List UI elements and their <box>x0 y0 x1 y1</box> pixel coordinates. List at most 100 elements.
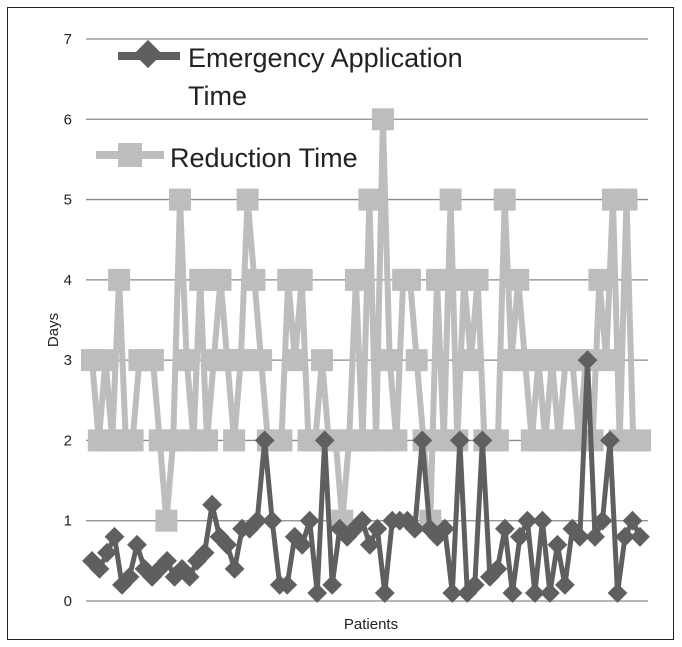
square-marker <box>121 429 144 452</box>
y-tick-label: 0 <box>64 593 72 610</box>
square-marker <box>270 429 293 452</box>
square-marker <box>615 188 638 211</box>
square-marker <box>371 108 394 131</box>
diamond-marker <box>495 518 515 539</box>
diamond-marker <box>224 559 245 579</box>
y-tick-label: 6 <box>64 111 72 128</box>
diamond-marker <box>592 510 613 531</box>
square-marker <box>229 349 252 372</box>
square-marker <box>169 188 191 211</box>
legend-label-emergency-line2: Time <box>188 81 247 111</box>
series-reduction-time <box>81 108 651 532</box>
square-marker <box>108 268 131 291</box>
series-line <box>89 116 640 524</box>
diamond-marker <box>292 534 313 555</box>
x-axis-title: Patients <box>344 616 398 633</box>
diamond-marker <box>442 583 463 603</box>
legend-entry-emergency-application-time: Emergency Application Time <box>118 39 463 111</box>
square-marker <box>547 429 570 452</box>
diamond-marker <box>314 430 335 451</box>
diamond-marker <box>472 430 493 451</box>
legend-entry-reduction-time: Reduction Time <box>96 143 358 173</box>
y-tick-label: 1 <box>64 513 72 530</box>
diamond-marker <box>322 575 343 595</box>
square-marker <box>223 429 246 452</box>
diamond-marker <box>277 575 298 595</box>
square-marker <box>486 429 509 452</box>
diamond-marker <box>404 518 425 539</box>
legend-diamond-marker <box>133 39 163 69</box>
diamond-marker <box>547 534 568 555</box>
diamond-marker <box>570 526 590 547</box>
square-marker <box>629 429 651 452</box>
square-marker <box>162 429 185 452</box>
diamond-marker <box>517 510 538 531</box>
diamond-marker <box>600 430 620 451</box>
square-marker <box>378 349 401 372</box>
y-tick-label: 5 <box>64 192 72 209</box>
square-marker <box>344 268 367 291</box>
square-marker <box>155 509 178 532</box>
square-marker <box>250 349 273 372</box>
diamond-marker <box>434 518 455 539</box>
y-tick-labels: 0 1 2 3 4 5 6 7 <box>64 31 72 610</box>
diamond-marker <box>532 510 553 531</box>
series-layer <box>81 108 651 603</box>
square-marker <box>358 188 381 211</box>
diamond-marker <box>127 534 147 555</box>
square-marker <box>405 349 428 372</box>
square-marker <box>94 349 117 372</box>
diamond-marker <box>449 430 470 451</box>
diamond-marker <box>585 526 605 547</box>
square-marker <box>209 268 232 291</box>
y-tick-label: 7 <box>64 31 72 48</box>
square-marker <box>311 349 333 372</box>
diamond-marker <box>307 583 328 603</box>
diamond-marker <box>510 526 530 547</box>
diamond-marker <box>254 430 275 451</box>
square-marker <box>426 268 448 291</box>
square-marker <box>399 268 421 291</box>
square-marker <box>439 188 462 211</box>
y-tick-label: 2 <box>64 432 72 449</box>
diamond-marker <box>247 510 268 531</box>
square-marker <box>141 349 164 372</box>
square-marker <box>365 429 388 452</box>
diamond-marker <box>577 350 598 370</box>
legend-label-reduction: Reduction Time <box>170 143 358 173</box>
diamond-marker <box>299 510 320 531</box>
legend-square-marker <box>118 143 142 167</box>
square-marker <box>459 349 482 372</box>
y-axis-title: Days <box>45 313 62 347</box>
legend-label-emergency-line1: Emergency Application <box>188 43 463 73</box>
diamond-marker <box>525 583 545 603</box>
square-marker <box>236 188 259 211</box>
square-marker <box>466 268 489 291</box>
diamond-marker <box>202 494 222 515</box>
diamond-marker <box>412 430 433 451</box>
square-marker <box>290 268 313 291</box>
diamond-marker <box>630 526 650 547</box>
diamond-marker <box>367 518 388 539</box>
legend: Emergency Application Time Reduction Tim… <box>96 39 463 173</box>
square-marker <box>175 349 198 372</box>
square-marker <box>493 188 516 211</box>
diamond-marker <box>540 583 560 603</box>
square-marker <box>595 349 618 372</box>
square-marker <box>284 349 306 372</box>
diamond-marker <box>359 534 380 555</box>
square-marker <box>507 268 530 291</box>
square-marker <box>243 268 266 291</box>
diamond-marker <box>615 526 635 547</box>
y-tick-label: 4 <box>64 272 72 289</box>
diamond-marker <box>502 583 523 603</box>
square-marker <box>189 268 212 291</box>
square-marker <box>385 429 408 452</box>
square-marker <box>588 268 611 291</box>
diamond-marker <box>374 583 395 603</box>
y-tick-label: 3 <box>64 352 72 369</box>
diamond-marker <box>487 559 508 579</box>
diamond-marker <box>262 510 283 531</box>
diamond-marker <box>555 575 575 595</box>
